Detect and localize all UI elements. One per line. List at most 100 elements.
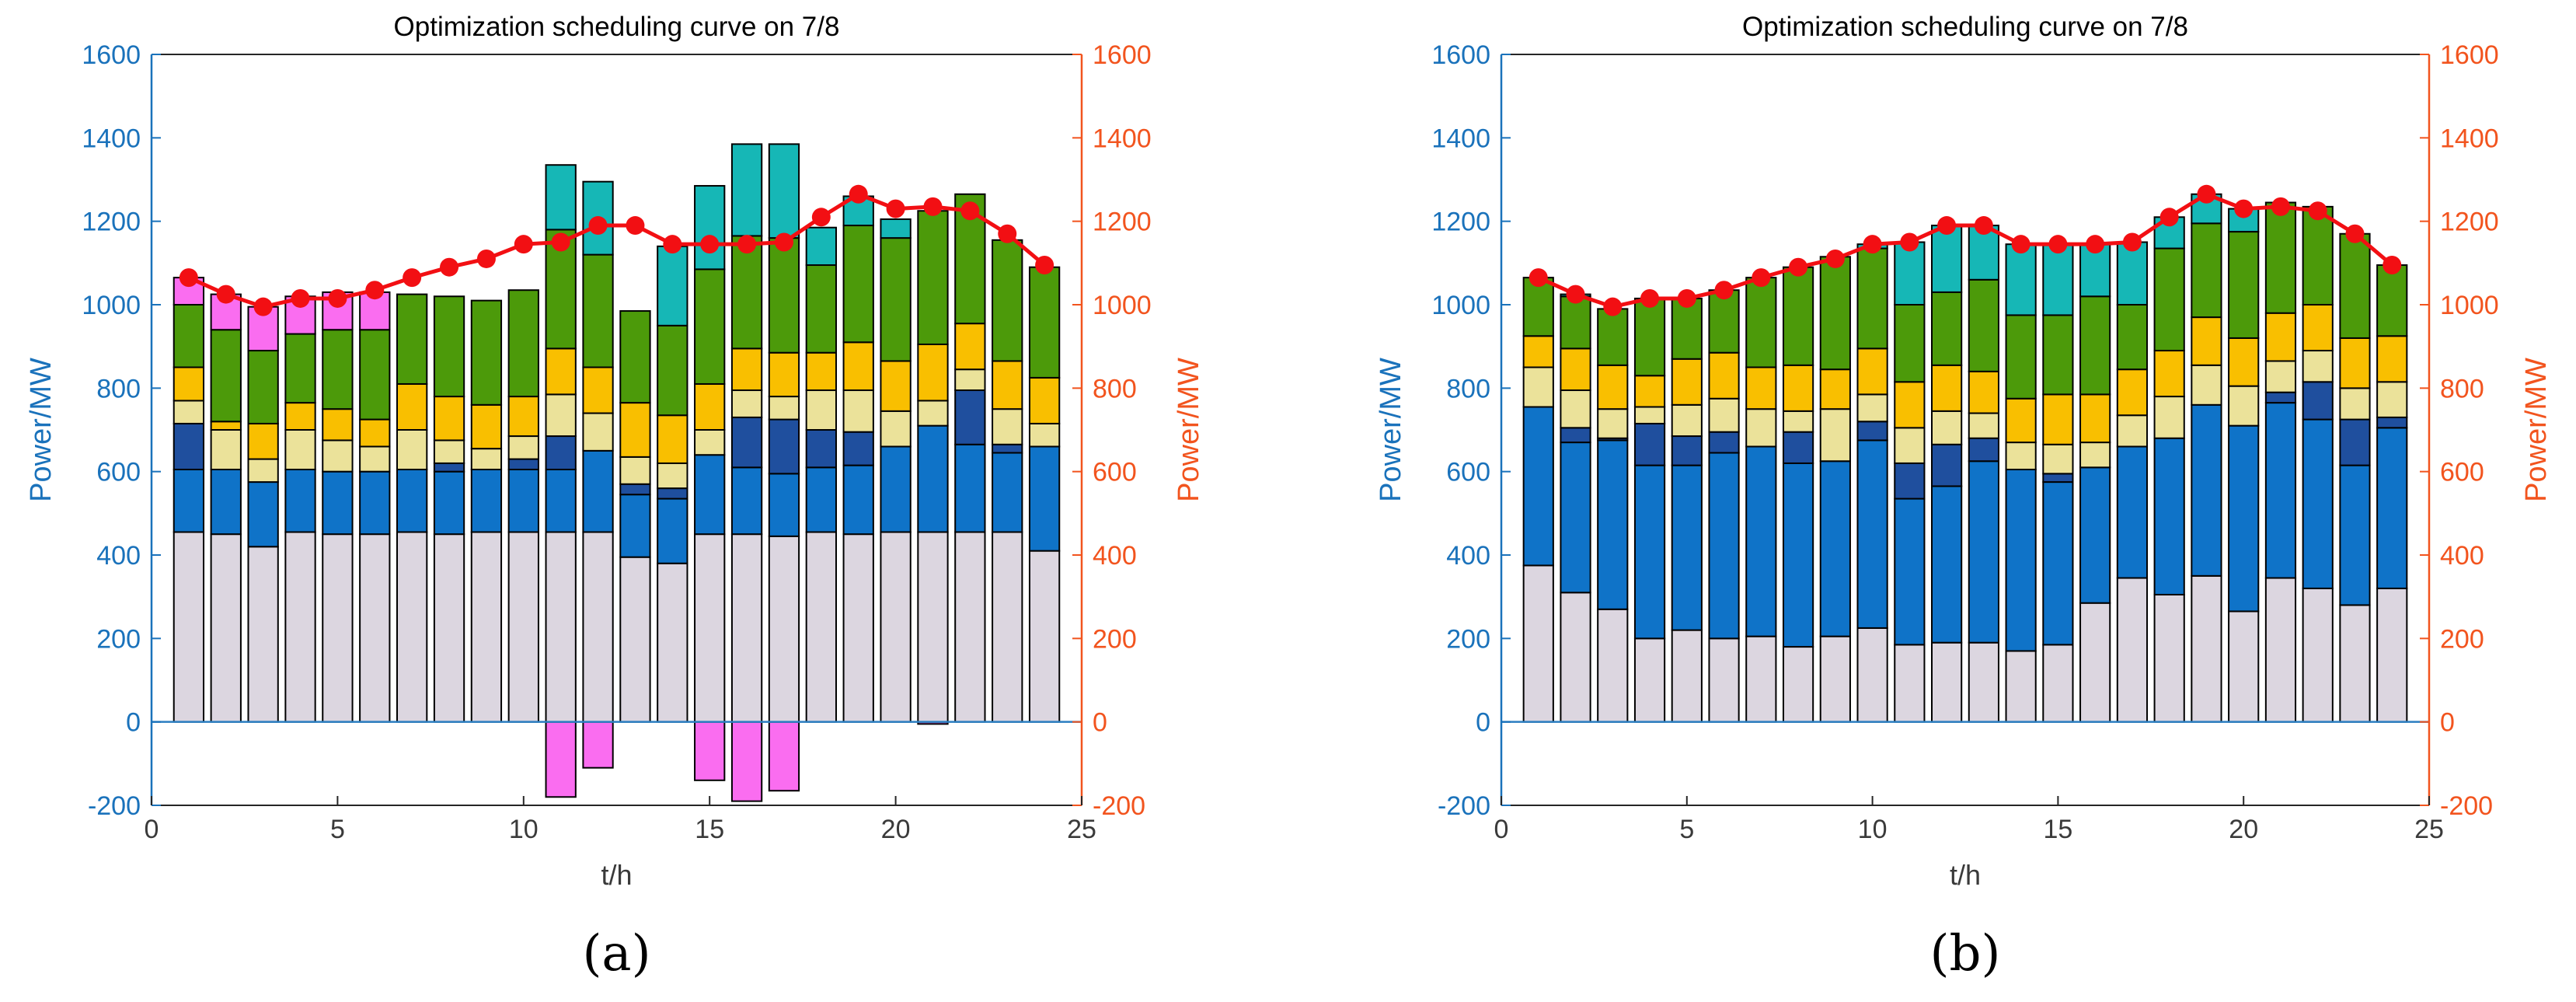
- bar-segment: [582, 449, 614, 533]
- panel-label: (b): [1930, 925, 2001, 983]
- right-tick-label: 600: [2440, 458, 2484, 487]
- bar-segment: [2116, 445, 2149, 579]
- bar-segment: [805, 351, 837, 392]
- left-tick-label: 1000: [1431, 291, 1490, 320]
- x-tick-label: 20: [881, 815, 911, 844]
- bar-segment: [1560, 389, 1591, 429]
- bar-segment: [2116, 304, 2149, 371]
- bar-segment: [1856, 347, 1888, 396]
- bar-segment: [2228, 610, 2260, 723]
- bar-segment: [359, 533, 391, 723]
- bar-segment: [1745, 445, 1777, 637]
- x-tick-label: 0: [145, 815, 159, 844]
- x-tick-label: 15: [2043, 815, 2072, 844]
- bar-segment: [1931, 364, 1963, 412]
- bar-segment: [2153, 593, 2185, 723]
- bar-segment: [1745, 635, 1777, 723]
- bar-segment: [2042, 443, 2074, 475]
- bar-segment: [322, 439, 354, 473]
- bar-segment: [1745, 408, 1777, 448]
- bar-segment: [768, 396, 800, 421]
- left-tick-label: 1000: [82, 291, 141, 320]
- load-curve-point: [1900, 232, 1919, 252]
- bar-segment: [2264, 360, 2297, 393]
- left-tick-label: -200: [1438, 791, 1490, 821]
- bar-segment: [1968, 412, 1999, 439]
- bar-segment: [2228, 424, 2260, 613]
- bar-segment: [1597, 364, 1629, 410]
- bar-segment: [657, 487, 688, 500]
- load-curve-point: [1529, 268, 1548, 288]
- bar-segment: [880, 531, 912, 723]
- bar-segment: [2005, 314, 2037, 400]
- bar-segment: [247, 458, 279, 484]
- bar-segment: [247, 546, 279, 723]
- bar-segment: [2302, 304, 2334, 352]
- load-curve-point: [849, 184, 868, 204]
- bar-segment: [805, 429, 837, 469]
- bar-segment: [619, 456, 651, 485]
- bar-segment: [2191, 403, 2222, 577]
- load-curve-point: [588, 216, 608, 236]
- bar-segment: [917, 424, 949, 533]
- right-tick-label: 1600: [2440, 40, 2499, 70]
- bar-segment: [1522, 335, 1554, 368]
- left-tick-label: 400: [96, 541, 141, 571]
- bar-segment: [1522, 277, 1554, 337]
- bar-segment: [1968, 460, 1999, 644]
- x-tick-label: 20: [2229, 815, 2258, 844]
- bar-segment: [992, 443, 1023, 454]
- load-curve-point: [1035, 256, 1054, 275]
- bar-segment: [470, 299, 503, 406]
- bar-segment: [694, 429, 726, 456]
- bar-segment: [730, 416, 763, 469]
- bar-segment: [507, 435, 539, 460]
- bar-segment: [619, 310, 651, 404]
- bar-segment: [2264, 577, 2297, 723]
- bar-segment: [805, 264, 837, 354]
- chart-panel-b: Optimization scheduling curve on 7/8 -20…: [1375, 12, 2553, 983]
- left-tick-label: 400: [1446, 541, 1490, 571]
- load-curve-point: [1640, 288, 1660, 308]
- bar-segment: [1894, 427, 1926, 464]
- bar-segment: [2339, 418, 2371, 466]
- bar-segment: [433, 533, 465, 723]
- bar-segment: [545, 347, 577, 396]
- bar-segment: [1819, 460, 1851, 637]
- bar-segment: [1931, 225, 1963, 293]
- bar-segment: [359, 291, 391, 331]
- left-tick-label: 1600: [82, 40, 141, 70]
- bar-segment: [582, 721, 614, 769]
- bar-segment: [1028, 550, 1061, 723]
- bar-segment: [1894, 462, 1926, 500]
- bar-segment: [2228, 337, 2260, 387]
- bar-segment: [1671, 629, 1703, 723]
- load-curve-point: [2159, 208, 2179, 227]
- bar-segment: [2339, 337, 2371, 389]
- load-curve-point: [253, 297, 273, 316]
- bar-segment: [1633, 406, 1666, 424]
- load-curve-point: [1974, 216, 1993, 236]
- load-curve-point: [1677, 288, 1696, 308]
- bar-segment: [954, 389, 986, 445]
- load-curve-point: [811, 208, 831, 227]
- bar-segment: [694, 533, 726, 723]
- bar-segment: [173, 468, 205, 533]
- bar-segment: [2228, 385, 2260, 427]
- left-axis-label: Power/MW: [1375, 358, 1407, 502]
- left-axis-label: Power/MW: [25, 358, 58, 502]
- left-tick-label: 1200: [82, 208, 141, 237]
- bar-segment: [173, 531, 205, 723]
- right-axis-label: Power/MW: [2520, 358, 2553, 502]
- bar-segment: [396, 468, 428, 533]
- bar-segment: [247, 481, 279, 548]
- bar-segment: [1968, 278, 1999, 372]
- bar-segment: [2376, 587, 2408, 723]
- bar-segment: [433, 295, 465, 398]
- bar-segment: [1856, 439, 1888, 629]
- bar-segment: [2153, 437, 2185, 595]
- bar-segment: [2153, 396, 2185, 439]
- bar-segment: [1560, 295, 1591, 350]
- bar-segment: [2042, 481, 2074, 646]
- bar-segment: [2005, 397, 2037, 444]
